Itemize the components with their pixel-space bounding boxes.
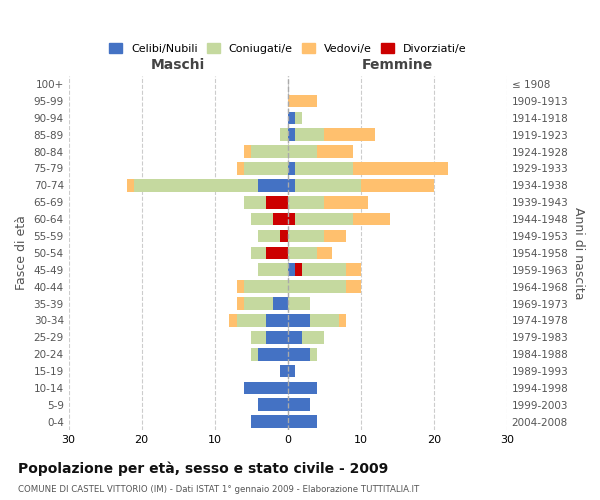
- Bar: [302, 331, 324, 344]
- Bar: [236, 162, 244, 175]
- Bar: [324, 196, 368, 208]
- Bar: [353, 162, 448, 175]
- Bar: [259, 230, 287, 242]
- Bar: [280, 128, 287, 141]
- Bar: [295, 162, 353, 175]
- Bar: [244, 196, 287, 208]
- Bar: [287, 162, 295, 175]
- Bar: [259, 348, 287, 360]
- Bar: [287, 179, 295, 192]
- Bar: [287, 280, 346, 293]
- Bar: [251, 246, 287, 259]
- Bar: [324, 128, 376, 141]
- Bar: [295, 128, 324, 141]
- Bar: [236, 314, 266, 326]
- Bar: [287, 331, 302, 344]
- Bar: [280, 364, 287, 378]
- Bar: [287, 398, 310, 411]
- Bar: [310, 314, 339, 326]
- Bar: [287, 213, 295, 226]
- Bar: [295, 264, 302, 276]
- Bar: [287, 297, 310, 310]
- Bar: [244, 162, 287, 175]
- Bar: [236, 280, 244, 293]
- Bar: [266, 314, 287, 326]
- Bar: [251, 213, 287, 226]
- Bar: [287, 382, 317, 394]
- Bar: [259, 264, 287, 276]
- Bar: [295, 112, 302, 124]
- Bar: [127, 179, 134, 192]
- Bar: [353, 213, 390, 226]
- Bar: [295, 264, 346, 276]
- Bar: [244, 146, 251, 158]
- Bar: [287, 230, 324, 242]
- Bar: [346, 280, 361, 293]
- Bar: [251, 348, 259, 360]
- Y-axis label: Anni di nascita: Anni di nascita: [572, 206, 585, 299]
- Bar: [244, 280, 287, 293]
- Bar: [259, 398, 287, 411]
- Bar: [280, 230, 287, 242]
- Bar: [287, 112, 295, 124]
- Text: COMUNE DI CASTEL VITTORIO (IM) - Dati ISTAT 1° gennaio 2009 - Elaborazione TUTTI: COMUNE DI CASTEL VITTORIO (IM) - Dati IS…: [18, 485, 419, 494]
- Bar: [361, 179, 434, 192]
- Bar: [251, 146, 287, 158]
- Bar: [287, 196, 324, 208]
- Bar: [244, 297, 273, 310]
- Bar: [287, 146, 317, 158]
- Bar: [346, 264, 361, 276]
- Bar: [287, 416, 317, 428]
- Bar: [287, 348, 310, 360]
- Bar: [287, 314, 310, 326]
- Bar: [251, 416, 287, 428]
- Text: Maschi: Maschi: [151, 58, 205, 72]
- Bar: [236, 297, 244, 310]
- Bar: [287, 364, 295, 378]
- Text: Femmine: Femmine: [362, 58, 433, 72]
- Bar: [266, 331, 287, 344]
- Bar: [295, 179, 361, 192]
- Bar: [287, 128, 295, 141]
- Bar: [317, 246, 331, 259]
- Bar: [244, 382, 287, 394]
- Bar: [324, 230, 346, 242]
- Bar: [287, 94, 317, 108]
- Bar: [287, 264, 295, 276]
- Bar: [266, 246, 287, 259]
- Bar: [339, 314, 346, 326]
- Bar: [287, 213, 353, 226]
- Bar: [251, 331, 266, 344]
- Bar: [134, 179, 259, 192]
- Legend: Celibi/Nubili, Coniugati/e, Vedovi/e, Divorziati/e: Celibi/Nubili, Coniugati/e, Vedovi/e, Di…: [104, 38, 471, 58]
- Bar: [287, 246, 317, 259]
- Bar: [310, 348, 317, 360]
- Bar: [229, 314, 236, 326]
- Bar: [273, 297, 287, 310]
- Bar: [273, 213, 287, 226]
- Y-axis label: Fasce di età: Fasce di età: [15, 216, 28, 290]
- Text: Popolazione per età, sesso e stato civile - 2009: Popolazione per età, sesso e stato civil…: [18, 462, 388, 476]
- Bar: [259, 179, 287, 192]
- Bar: [317, 146, 353, 158]
- Bar: [266, 196, 287, 208]
